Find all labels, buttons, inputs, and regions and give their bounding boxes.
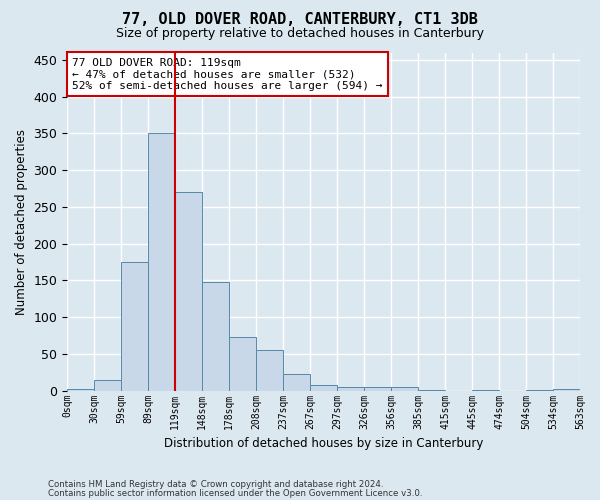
- Bar: [391, 387, 418, 390]
- Bar: [175, 192, 202, 390]
- Bar: [229, 337, 256, 390]
- X-axis label: Distribution of detached houses by size in Canterbury: Distribution of detached houses by size …: [164, 437, 483, 450]
- Bar: [553, 389, 580, 390]
- Bar: [67, 389, 94, 390]
- Bar: [364, 387, 391, 390]
- Bar: [256, 350, 283, 391]
- Text: Contains HM Land Registry data © Crown copyright and database right 2024.: Contains HM Land Registry data © Crown c…: [48, 480, 383, 489]
- Bar: [310, 385, 337, 390]
- Bar: [121, 262, 148, 390]
- Text: Size of property relative to detached houses in Canterbury: Size of property relative to detached ho…: [116, 28, 484, 40]
- Bar: [148, 134, 175, 390]
- Bar: [202, 282, 229, 391]
- Bar: [337, 387, 364, 390]
- Y-axis label: Number of detached properties: Number of detached properties: [15, 128, 28, 314]
- Bar: [283, 374, 310, 390]
- Text: 77 OLD DOVER ROAD: 119sqm
← 47% of detached houses are smaller (532)
52% of semi: 77 OLD DOVER ROAD: 119sqm ← 47% of detac…: [72, 58, 383, 91]
- Bar: [94, 380, 121, 390]
- Text: Contains public sector information licensed under the Open Government Licence v3: Contains public sector information licen…: [48, 489, 422, 498]
- Text: 77, OLD DOVER ROAD, CANTERBURY, CT1 3DB: 77, OLD DOVER ROAD, CANTERBURY, CT1 3DB: [122, 12, 478, 28]
